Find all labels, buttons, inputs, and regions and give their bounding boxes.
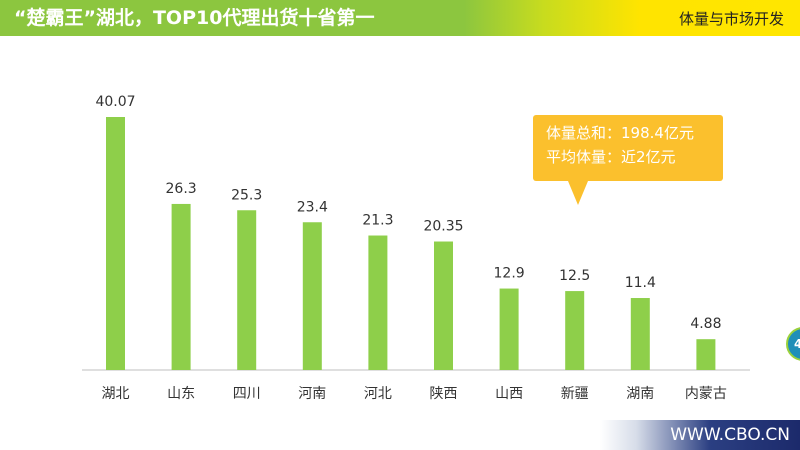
bar bbox=[368, 235, 388, 370]
bar bbox=[237, 210, 257, 370]
category-label: 四川 bbox=[233, 386, 261, 402]
header-bar: “楚霸王”湖北，TOP10代理出货十省第一 体量与市场开发 bbox=[0, 0, 800, 36]
data-label: 20.35 bbox=[423, 219, 463, 235]
category-label: 湖南 bbox=[626, 386, 654, 402]
category-label: 河南 bbox=[298, 386, 326, 402]
category-label: 河北 bbox=[364, 386, 392, 402]
data-label: 11.4 bbox=[625, 275, 656, 291]
data-label: 23.4 bbox=[297, 199, 328, 215]
bar bbox=[434, 241, 453, 370]
category-label: 山西 bbox=[495, 386, 523, 402]
callout-total: 体量总和：198.4亿元 bbox=[546, 124, 694, 142]
category-label: 内蒙古 bbox=[685, 386, 727, 402]
category-label: 陕西 bbox=[430, 386, 458, 402]
bar bbox=[696, 339, 716, 370]
section-label: 体量与市场开发 bbox=[678, 10, 784, 28]
bar bbox=[630, 298, 650, 370]
callout-average: 平均体量：近2亿元 bbox=[546, 148, 676, 166]
slide-title: “楚霸王”湖北，TOP10代理出货十省第一 bbox=[14, 7, 375, 29]
data-label: 26.3 bbox=[166, 181, 197, 197]
data-label: 25.3 bbox=[231, 187, 262, 203]
data-label: 40.07 bbox=[95, 94, 135, 110]
category-label: 湖北 bbox=[102, 386, 130, 402]
bar bbox=[171, 203, 191, 370]
category-label: 新疆 bbox=[561, 386, 589, 402]
data-label: 21.3 bbox=[362, 213, 393, 229]
footer-band bbox=[600, 420, 800, 450]
bar bbox=[106, 117, 125, 370]
bar bbox=[302, 222, 322, 370]
summary-callout: 体量总和：198.4亿元 平均体量：近2亿元 bbox=[533, 115, 723, 181]
data-label: 12.5 bbox=[559, 268, 590, 284]
bar bbox=[499, 288, 519, 370]
callout-pointer bbox=[568, 181, 588, 205]
data-label: 4.88 bbox=[690, 316, 721, 332]
bar bbox=[565, 291, 585, 370]
footer-url: WWW.CBO.CN bbox=[670, 425, 790, 445]
data-label: 12.9 bbox=[494, 266, 525, 282]
category-label: 山东 bbox=[167, 386, 195, 402]
